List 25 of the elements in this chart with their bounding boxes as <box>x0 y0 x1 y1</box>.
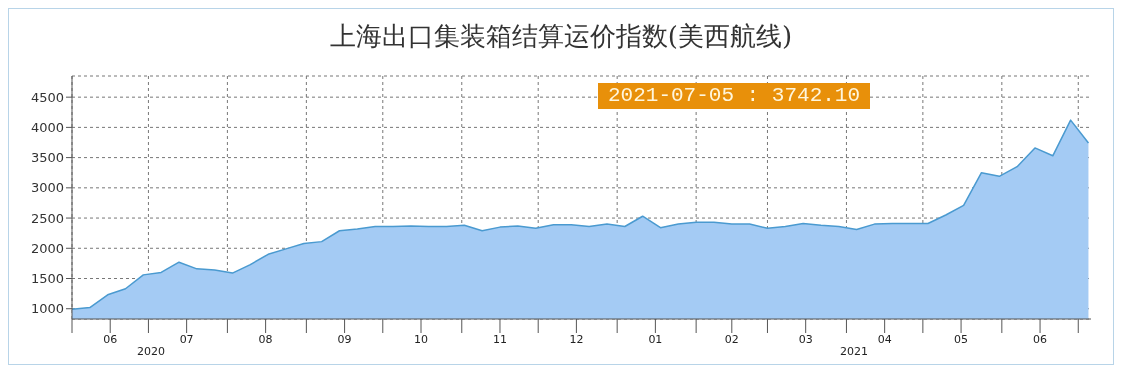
x-tick-label: 09 <box>337 332 352 346</box>
x-tick-label: 08 <box>258 332 273 346</box>
x-tick-label: 11 <box>492 332 507 346</box>
x-tick-label: 01 <box>648 332 663 346</box>
x-tick-label: 12 <box>569 332 584 346</box>
annotation: 2021-07-05 : 3742.10 <box>598 83 871 109</box>
x-tick-label: 03 <box>798 332 813 346</box>
y-tick-label: 1000 <box>30 301 64 317</box>
x-tick-label: 10 <box>414 332 429 346</box>
x-tick-label: 04 <box>877 332 892 346</box>
text: 2021 <box>839 345 869 358</box>
x-tick-label: 06 <box>103 332 118 346</box>
x-tick-label: 05 <box>954 332 969 346</box>
y-tick-label: 1500 <box>30 271 64 287</box>
y-tick-label: 2500 <box>30 210 64 226</box>
x-tick-label: 02 <box>724 332 739 346</box>
y-tick-label: 3500 <box>30 150 64 166</box>
x-tick-label: 07 <box>179 332 194 346</box>
chart-title: 上海出口集装箱结算运价指数(美西航线) <box>328 20 794 53</box>
y-tick-label: 4000 <box>30 120 64 135</box>
text: 2020 <box>136 345 166 358</box>
y-tick-label: 2000 <box>30 240 64 256</box>
y-tick-label: 4500 <box>30 89 64 105</box>
y-tick-label: 3000 <box>30 180 64 196</box>
x-tick-label: 06 <box>1033 332 1048 346</box>
